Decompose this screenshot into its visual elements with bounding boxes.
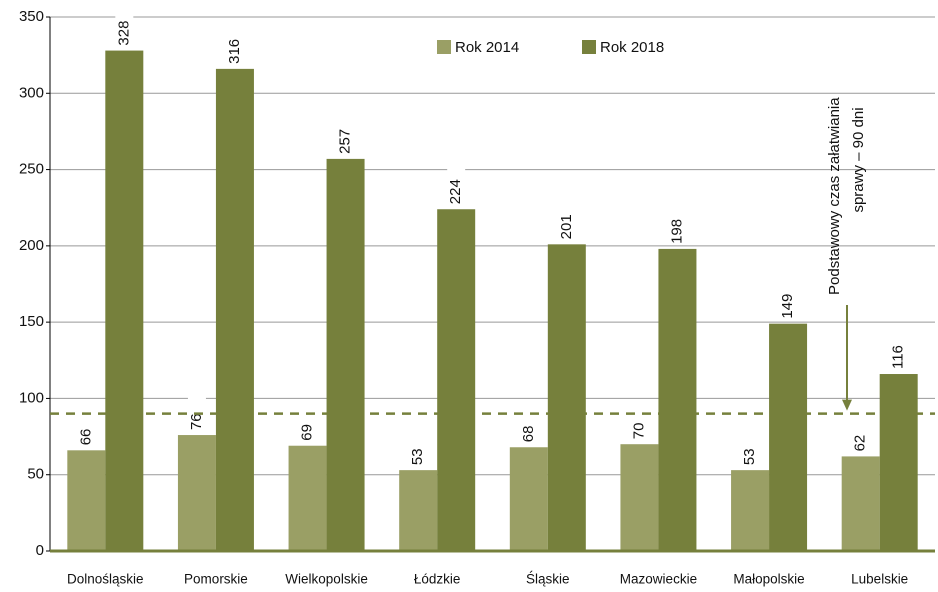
bar (731, 470, 770, 551)
label-bg (225, 27, 244, 64)
label-bg (447, 168, 466, 205)
y-tick-label: 300 (19, 84, 44, 101)
value-label: 76 (188, 413, 205, 430)
label-bg (519, 406, 538, 443)
bar (841, 456, 880, 551)
label-bg (889, 333, 908, 370)
y-tick-label: 100 (19, 389, 44, 406)
value-label: 68 (520, 426, 537, 443)
y-tick-label: 350 (19, 8, 44, 25)
label-bg (779, 282, 798, 319)
value-label: 62 (852, 435, 869, 452)
label-bg (741, 429, 760, 466)
bar (547, 244, 586, 551)
bar (769, 323, 808, 551)
x-tick-label: Lubelskie (851, 572, 908, 587)
value-label: 70 (630, 423, 647, 440)
bar (620, 444, 659, 551)
label-bg (557, 203, 576, 240)
x-tick-label: Pomorskie (184, 572, 248, 587)
label-bg (77, 409, 96, 446)
arrow-head (842, 399, 852, 411)
bar (215, 68, 254, 552)
annotation: Podstawowy czas załatwiania (826, 97, 843, 295)
legend-swatch (582, 40, 596, 54)
legend-label: Rok 2014 (455, 39, 519, 56)
x-tick-label: Małopolskie (733, 572, 804, 587)
legend-label: Rok 2018 (600, 39, 664, 56)
bar (399, 470, 438, 551)
label-bg (409, 429, 428, 466)
value-label: 69 (299, 424, 316, 441)
bar (177, 435, 216, 551)
value-label: 316 (226, 39, 243, 64)
value-label: 198 (668, 219, 685, 244)
label-bg (668, 207, 687, 244)
legend-swatch (437, 40, 451, 54)
bar (288, 445, 327, 551)
x-tick-label: Dolnośląskie (67, 572, 144, 587)
value-label: 201 (558, 214, 575, 239)
label-bg (336, 117, 355, 154)
value-label: 149 (779, 294, 796, 319)
label-bg (630, 403, 649, 440)
bar (437, 209, 476, 552)
value-label: 257 (337, 129, 354, 154)
value-label: 53 (741, 448, 758, 465)
x-tick-label: Śląskie (526, 572, 570, 587)
label-bg (187, 394, 206, 431)
x-tick-label: Łódzkie (414, 572, 461, 587)
value-label: 66 (77, 429, 94, 446)
bar (658, 248, 697, 551)
y-tick-label: 50 (27, 466, 44, 483)
bar (879, 374, 918, 551)
bar (67, 450, 106, 551)
value-label: 328 (115, 21, 132, 46)
y-tick-label: 200 (19, 237, 44, 254)
label-bg (115, 9, 134, 46)
y-tick-label: 150 (19, 313, 44, 330)
bar (105, 50, 144, 552)
x-tick-label: Wielkopolskie (285, 572, 368, 587)
value-label: 53 (409, 448, 426, 465)
bar (326, 158, 365, 552)
y-tick-label: 250 (19, 161, 44, 178)
y-tick-label: 0 (36, 542, 44, 559)
value-label: 116 (890, 345, 907, 369)
x-tick-label: Mazowieckie (620, 572, 697, 587)
value-label: 224 (447, 179, 464, 204)
label-bg (851, 415, 870, 452)
bar (509, 447, 548, 551)
annotation: sprawy – 90 dni (850, 107, 867, 212)
